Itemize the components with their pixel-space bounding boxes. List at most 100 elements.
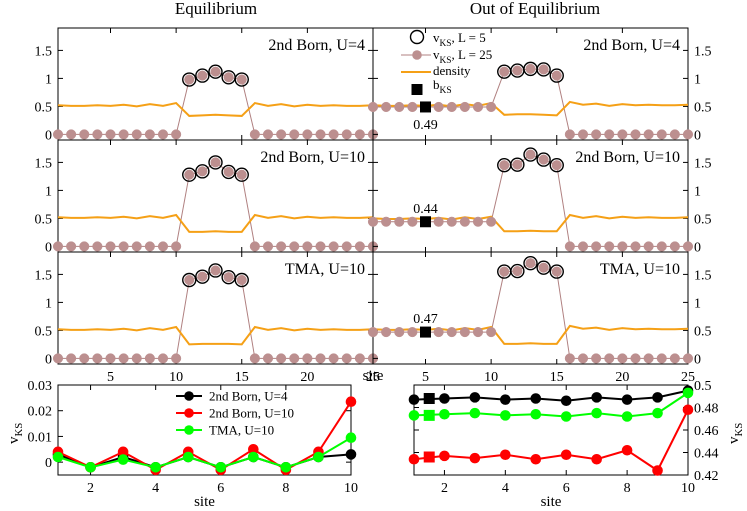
vks-L25-point [459,327,470,338]
series-line-red [57,401,352,472]
vks-L25-point [276,353,287,364]
vks-L25-point [341,241,352,252]
vks-L25-point [262,353,274,364]
series-point-red [591,453,602,465]
vks-L25-point [630,129,641,140]
series-point-black [560,395,572,407]
vks-L25-point [184,274,195,286]
vks-L25-point [525,149,536,160]
vks-L25-point [197,70,208,81]
vks-L25-point [486,216,497,227]
series-point-red [439,450,450,462]
x-tick-label: 8 [624,481,631,496]
vks-L25-point [131,129,142,140]
bks-label: 0.49 [413,118,438,133]
vks-L5-point [536,152,551,167]
y-tick-label: 0 [694,240,701,255]
series-point-black [469,392,481,403]
vks-L25-point [682,353,694,364]
vks-L5-point [208,263,223,278]
vks-L25-point [682,129,694,140]
y-tick-label: 0 [45,456,52,471]
vks-L25-point [472,101,484,113]
series-point-green [530,408,542,420]
series-point-black [530,393,542,404]
y-tick-label: 0.02 [28,405,53,420]
bks-marker [420,101,431,113]
series-point-green [215,461,227,473]
series-point-black [408,394,420,405]
vks-L25-point [262,241,274,252]
series-point-black [500,394,511,405]
vks-L25-point [407,101,418,113]
vks-L25-point [643,353,654,364]
vks-L25-point [630,353,641,364]
x-tick-label: 20 [300,370,314,385]
vks-L25-point [486,101,497,113]
vks-L25-point [564,353,575,364]
y-tick-label: 0 [694,128,701,143]
vks-L25-point [394,216,405,227]
panel-eq-bottom: 2 4 6 8 10 0 0.01 0.02 0.03 site vKS 2nd Born, U=4 2… [6,379,358,510]
vks-L5-point [208,155,223,170]
series-point-red [652,465,663,476]
vks-L25-point [433,327,444,338]
y-tick-label: 1.5 [694,44,712,59]
vks-L5-point [536,260,551,275]
y-tick-label: 0.46 [694,424,719,439]
vks-L25-point [144,353,155,364]
y-tick-label: 0.01 [28,430,53,445]
vks-L25-point [79,241,90,252]
bks-marker [420,216,431,228]
vks-L25-point [105,353,116,364]
vks-L25-point [446,216,457,227]
vks-L25-point [591,353,602,364]
vks-L25-point [171,241,182,252]
vks-L25-point [499,266,510,277]
vks-L25-point [512,65,523,76]
x-tick-label: 10 [169,370,183,385]
series-line-red [413,409,689,472]
panel-label: 2nd Born, U=10 [260,149,365,166]
vks-L25-point [499,160,510,171]
y-tick-label: 0.48 [694,402,719,417]
vks-L25-point [92,353,103,364]
vks-L5-point [182,167,197,182]
vks-L5-point [549,68,564,83]
vks-L25-point [66,129,77,140]
vks-L25-point [144,129,155,140]
y-tick-label: 0.5 [694,212,712,227]
vks-L25-point [236,274,247,286]
y-tick-label: 1.5 [694,156,712,171]
vks-L25-point [118,353,129,364]
x-tick-label: 2 [441,481,448,496]
vks-L25-point [144,241,155,252]
bks-marker-red [423,451,435,463]
vks-L25-point [131,353,142,364]
series-point-red [621,444,633,456]
vks-L25-point [249,353,260,364]
vks-L25-point [381,216,392,227]
vks-L25-point [682,241,694,252]
vks-L25-point [538,154,549,165]
panel-label: TMA, U=10 [600,261,680,278]
panel-label: 2nd Born, U=4 [268,37,365,54]
vks-L25-point [249,241,260,252]
vks-L25-point [315,129,326,140]
vks-L25-point [446,327,457,338]
density-line [57,325,374,346]
vks-L25-point [630,241,641,252]
vks-L25-point [302,353,313,364]
vks-L25-point [656,353,667,364]
x-tick-label: 15 [550,370,564,385]
x-tick-label: 6 [563,481,570,496]
vks-L25-point [197,166,208,177]
vks-L25-point [669,353,680,364]
vks-L25-point [577,353,589,364]
legend-label-green: TMA, U=10 [209,423,274,438]
vks-L25-point [328,241,339,252]
y-tick-label: 0.5 [35,324,53,339]
series-point-green [469,407,481,419]
vks-L25-point [538,64,549,75]
y-tick-label: 0.5 [694,100,712,115]
